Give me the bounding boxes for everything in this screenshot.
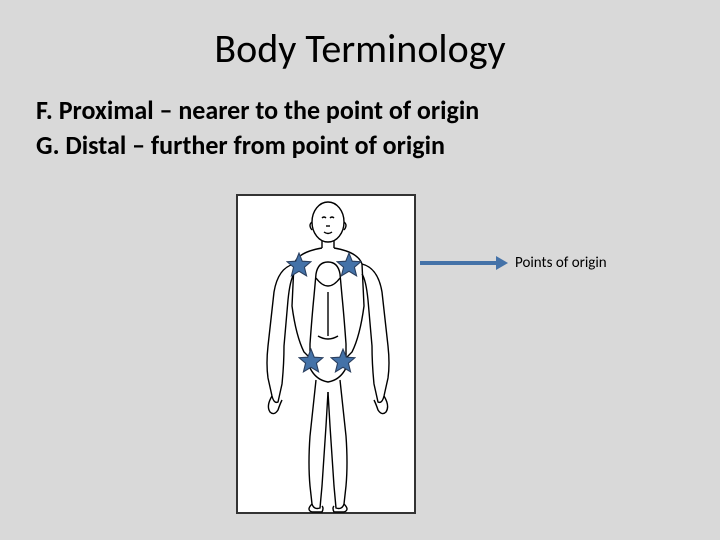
definition-f: F. Proximal – nearer to the point of ori… [36,93,684,128]
definitions-block: F. Proximal – nearer to the point of ori… [0,93,720,163]
anatomical-body-svg [238,196,418,516]
page-title: Body Terminology [0,0,720,93]
pointer-arrow [420,256,508,270]
definition-g: G. Distal – further from point of origin [36,128,684,163]
arrow-line [420,261,498,265]
arrow-head-icon [496,256,508,270]
star-icon [298,348,324,374]
star-icon [336,252,362,278]
star-icon [286,252,312,278]
body-figure [236,194,416,514]
arrow-caption: Points of origin [515,254,607,272]
star-icon [330,348,356,374]
